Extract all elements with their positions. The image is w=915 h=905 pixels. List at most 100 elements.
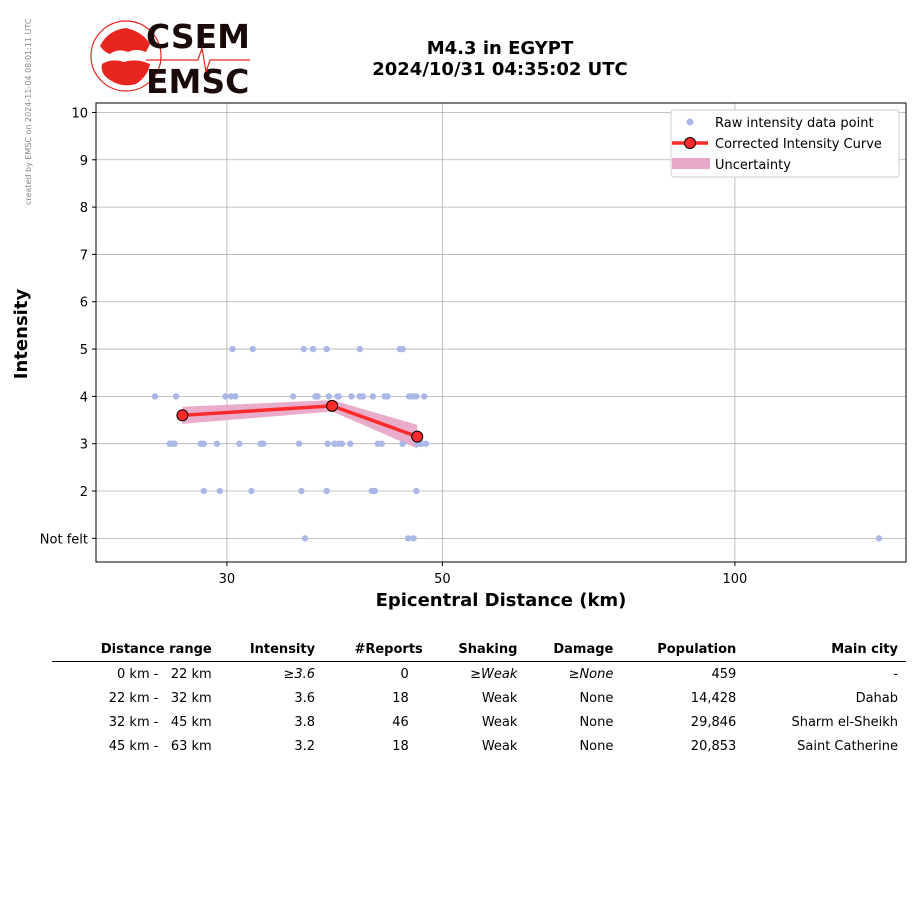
raw-data-point xyxy=(172,393,180,400)
raw-points-group xyxy=(151,345,883,542)
table-row: 45 km - 63 km 3.2 18 Weak None 20,853 Sa… xyxy=(52,735,906,759)
raw-data-point xyxy=(295,440,303,447)
cell-damage: ≥None xyxy=(568,667,614,682)
col-shaking: Shaking xyxy=(430,640,526,662)
csem-emsc-logo: CSEM EMSC xyxy=(90,18,250,98)
y-ticks: Not felt 2 3 4 5 6 7 8 9 10 xyxy=(40,106,96,547)
cell-range: 0 km - 22 km xyxy=(117,667,212,682)
col-intensity: Intensity xyxy=(219,640,324,662)
cell-damage: None xyxy=(579,715,614,730)
cell-population: 29,846 xyxy=(690,715,737,730)
raw-data-point xyxy=(260,440,267,447)
col-damage: Damage xyxy=(525,640,622,662)
plot-frame xyxy=(95,102,907,563)
cell-range: 32 km - 45 km xyxy=(108,715,212,730)
y-tick-label: 6 xyxy=(80,296,88,311)
cell-reports: 0 xyxy=(400,667,409,682)
raw-data-point xyxy=(301,535,309,542)
legend-box xyxy=(670,109,900,178)
corrected-curve-marker xyxy=(411,430,424,443)
raw-data-point xyxy=(348,393,355,400)
raw-data-point xyxy=(338,440,346,447)
raw-data-point xyxy=(200,487,207,495)
x-axis-label: Epicentral Distance (km) xyxy=(376,590,627,611)
corrected-curve-marker xyxy=(176,409,189,422)
y-tick-label: 7 xyxy=(80,248,88,263)
y-tick-label: 5 xyxy=(80,343,88,358)
raw-data-point xyxy=(248,487,255,495)
raw-data-point xyxy=(384,393,391,400)
cell-shaking: Weak xyxy=(481,739,518,754)
cell-shaking: ≥Weak xyxy=(470,667,518,682)
raw-data-point xyxy=(323,487,330,495)
legend-curve-label: Corrected Intensity Curve xyxy=(715,137,882,152)
table-row: 32 km - 45 km 3.8 46 Weak None 29,846 Sh… xyxy=(52,711,906,735)
legend-uncertainty-label: Uncertainty xyxy=(715,158,791,173)
raw-data-point xyxy=(216,487,223,495)
raw-data-point xyxy=(323,345,330,353)
y-tick-label: 10 xyxy=(71,106,88,121)
y-axis-label: Intensity xyxy=(11,289,32,380)
cell-reports: 18 xyxy=(392,691,409,706)
title-event: M4.3 in EGYPT xyxy=(426,38,574,59)
y-tick-label: 2 xyxy=(80,485,88,500)
y-tick-label: 3 xyxy=(80,438,88,453)
raw-data-point xyxy=(421,393,428,400)
raw-data-point xyxy=(331,440,338,447)
cell-reports: 46 xyxy=(392,715,409,730)
cell-city: Sharm el-Sheikh xyxy=(791,715,898,730)
cell-damage: None xyxy=(579,739,614,754)
raw-data-point xyxy=(300,345,308,353)
raw-data-point xyxy=(399,440,406,447)
y-tick-label: Not felt xyxy=(40,532,88,547)
x-tick-label: 100 xyxy=(722,572,747,587)
cell-intensity: ≥3.6 xyxy=(283,667,316,682)
raw-data-point xyxy=(413,393,420,400)
raw-data-point xyxy=(371,487,379,495)
raw-data-point xyxy=(410,535,417,542)
raw-data-point xyxy=(151,393,159,400)
legend-raw-label: Raw intensity data point xyxy=(715,116,874,131)
cell-population: 14,428 xyxy=(690,691,737,706)
cell-range: 45 km - 63 km xyxy=(108,739,212,754)
raw-data-point xyxy=(347,440,354,447)
intensity-chart: 30 50 100 Not felt 2 3 4 5 6 7 8 9 10 Epicentral Di… xyxy=(11,102,907,611)
raw-data-point xyxy=(232,393,239,400)
cell-intensity: 3.2 xyxy=(294,739,316,754)
grid-lines xyxy=(96,103,906,562)
y-tick-label: 4 xyxy=(80,390,88,405)
raw-data-point xyxy=(298,487,305,495)
x-tick-label: 50 xyxy=(434,572,451,587)
raw-data-point xyxy=(289,393,297,400)
raw-data-point xyxy=(325,393,333,400)
cell-intensity: 3.6 xyxy=(294,691,316,706)
raw-data-point xyxy=(378,440,385,447)
table-header-row: Distance range Intensity #Reports Shakin… xyxy=(52,640,906,662)
y-tick-label: 8 xyxy=(80,201,88,216)
raw-data-point xyxy=(222,393,229,400)
title-datetime: 2024/10/31 04:35:02 UTC xyxy=(372,59,628,80)
col-main-city: Main city xyxy=(744,640,906,662)
cell-shaking: Weak xyxy=(481,715,518,730)
intensity-summary-table: Distance range Intensity #Reports Shakin… xyxy=(52,640,906,759)
col-population: Population xyxy=(621,640,745,662)
raw-data-point xyxy=(309,345,317,353)
x-ticks: 30 50 100 xyxy=(219,562,747,587)
cell-city: Dahab xyxy=(855,691,898,706)
raw-data-point xyxy=(213,440,221,447)
table-row: 22 km - 32 km 3.6 18 Weak None 14,428 Da… xyxy=(52,687,906,711)
raw-data-point xyxy=(404,535,412,542)
cell-population: 459 xyxy=(711,667,737,682)
legend-raw-marker xyxy=(686,118,694,126)
col-distance-range: Distance range xyxy=(52,640,220,662)
svg-text:EMSC: EMSC xyxy=(146,62,249,98)
cell-population: 20,853 xyxy=(690,739,737,754)
raw-data-point xyxy=(229,345,236,353)
legend-uncertainty-swatch xyxy=(672,158,710,169)
chart-title: M4.3 in EGYPT 2024/10/31 04:35:02 UTC xyxy=(330,38,670,80)
raw-data-point xyxy=(422,440,430,447)
cell-city: Saint Catherine xyxy=(797,739,898,754)
raw-data-point xyxy=(369,393,377,400)
cell-city: - xyxy=(893,667,898,682)
legend-curve-marker xyxy=(684,137,696,149)
